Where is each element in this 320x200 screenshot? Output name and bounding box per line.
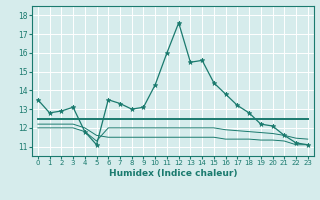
X-axis label: Humidex (Indice chaleur): Humidex (Indice chaleur) <box>108 169 237 178</box>
